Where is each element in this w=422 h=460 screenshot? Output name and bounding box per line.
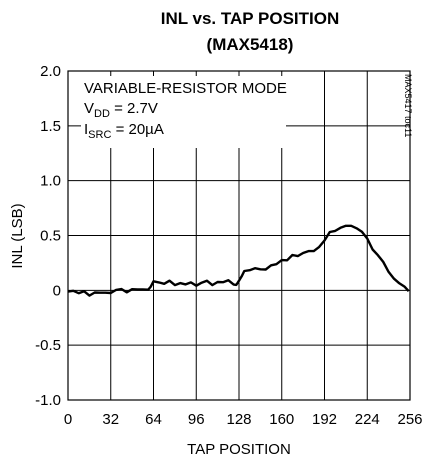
x-tick-label: 192 bbox=[312, 411, 337, 428]
annotation-vdd-value: = 2.7V bbox=[110, 100, 158, 117]
y-axis-label: INL (LSB) bbox=[9, 203, 26, 268]
side-label: MAX5417 toc11 bbox=[403, 74, 413, 137]
x-tick-label: 256 bbox=[397, 411, 422, 428]
y-tick-label: -1.0 bbox=[35, 392, 61, 409]
series-line-0 bbox=[67, 224, 410, 297]
annotation-vdd-sub: DD bbox=[94, 108, 110, 120]
x-axis-label: TAP POSITION bbox=[187, 441, 291, 458]
plot-frame bbox=[67, 70, 411, 401]
annotation-isrc: ISRC = 20µA bbox=[84, 121, 164, 141]
x-tick-label: 64 bbox=[145, 411, 162, 428]
y-tick-label: 1.0 bbox=[40, 173, 61, 190]
y-tick-label: 1.5 bbox=[40, 118, 61, 135]
series-group bbox=[67, 224, 410, 297]
y-tick-label: 2.0 bbox=[40, 63, 61, 80]
annotation-backdrop bbox=[81, 76, 286, 148]
x-tick-label: 0 bbox=[64, 411, 72, 428]
x-tick-labels: 0 32 64 96 128 160 192 224 256 bbox=[64, 411, 422, 428]
chart-title: INL vs. TAP POSITION bbox=[161, 9, 340, 28]
chart-subtitle: (MAX5418) bbox=[207, 35, 294, 54]
annotation-vdd-symbol: V bbox=[84, 100, 94, 117]
y-tick-label: 0 bbox=[53, 282, 61, 299]
x-tick-label: 96 bbox=[188, 411, 205, 428]
x-tick-label: 160 bbox=[269, 411, 294, 428]
annotation-isrc-symbol: I bbox=[84, 121, 88, 138]
y-tick-label: -0.5 bbox=[35, 337, 61, 354]
x-tick-label: 32 bbox=[102, 411, 119, 428]
annotation-vdd: VDD = 2.7V bbox=[84, 100, 158, 120]
annotation-isrc-sub: SRC bbox=[88, 129, 111, 141]
y-tick-label: 0.5 bbox=[40, 228, 61, 245]
x-tick-label: 224 bbox=[355, 411, 380, 428]
y-tick-labels: 2.0 1.5 1.0 0.5 0 -0.5 -1.0 bbox=[35, 63, 61, 409]
annotation-isrc-value: = 20µA bbox=[111, 121, 163, 138]
annotation-mode: VARIABLE-RESISTOR MODE bbox=[84, 80, 287, 97]
x-tick-label: 128 bbox=[226, 411, 251, 428]
